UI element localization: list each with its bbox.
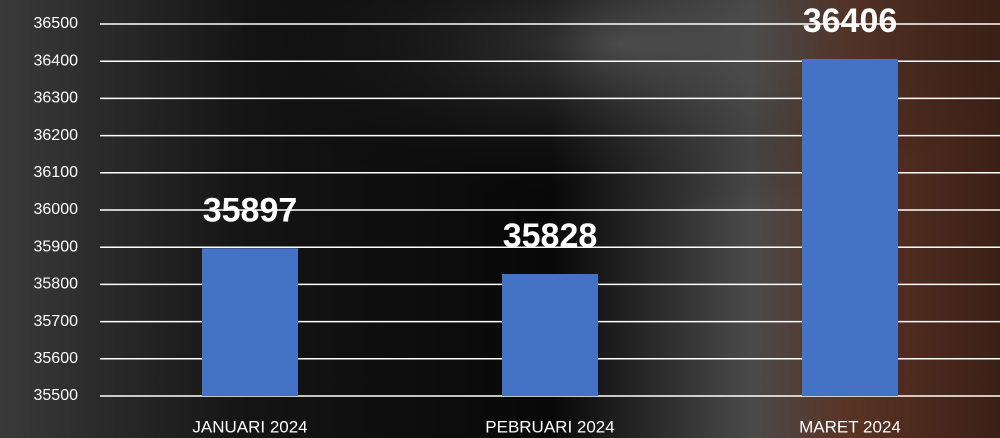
y-tick-label: 36000 xyxy=(34,201,79,218)
y-tick-label: 35900 xyxy=(34,238,79,255)
bar xyxy=(502,273,598,396)
y-tick-label: 36400 xyxy=(34,52,79,69)
x-tick-label: PEBRUARI 2024 xyxy=(485,417,614,436)
data-label: 35828 xyxy=(503,217,598,255)
y-tick-label: 36300 xyxy=(34,90,79,107)
y-tick-label: 35500 xyxy=(34,387,79,404)
y-tick-label: 36200 xyxy=(34,127,79,144)
data-label: 36406 xyxy=(803,2,898,40)
y-tick-label: 35700 xyxy=(34,313,79,330)
y-tick-label: 36100 xyxy=(34,164,79,181)
y-tick-label: 36500 xyxy=(34,15,79,32)
bar xyxy=(802,58,898,397)
x-tick-label: JANUARI 2024 xyxy=(192,417,307,436)
y-tick-label: 35600 xyxy=(34,350,79,367)
y-tick-label: 35800 xyxy=(34,276,79,293)
bar xyxy=(202,248,298,396)
data-label: 35897 xyxy=(203,191,298,229)
x-tick-label: MARET 2024 xyxy=(799,417,901,436)
